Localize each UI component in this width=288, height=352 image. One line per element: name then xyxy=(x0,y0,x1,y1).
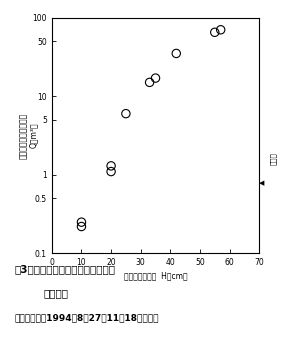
Point xyxy=(213,30,217,35)
Point xyxy=(124,111,128,117)
X-axis label: 暗渠出口の水位  H（cm）: 暗渠出口の水位 H（cm） xyxy=(124,271,187,281)
Point xyxy=(218,27,223,33)
Text: ◀: ◀ xyxy=(259,180,265,186)
Point xyxy=(109,163,113,169)
Point xyxy=(174,51,179,56)
Text: 干ばつ直後（1994．8．27～11．18）の事例: 干ばつ直後（1994．8．27～11．18）の事例 xyxy=(14,313,159,322)
Point xyxy=(147,80,152,85)
Text: 暂定値: 暂定値 xyxy=(270,152,277,165)
Point xyxy=(109,169,113,174)
Y-axis label: 暗渠からの総放出水量
Q（m³）: 暗渠からの総放出水量 Q（m³） xyxy=(19,112,38,159)
Text: 図3　暗渠出口の水位と総流出水量: 図3 暗渠出口の水位と総流出水量 xyxy=(14,264,115,274)
Text: との関係: との関係 xyxy=(43,289,68,298)
Point xyxy=(79,219,84,225)
Point xyxy=(153,75,158,81)
Point xyxy=(79,224,84,230)
